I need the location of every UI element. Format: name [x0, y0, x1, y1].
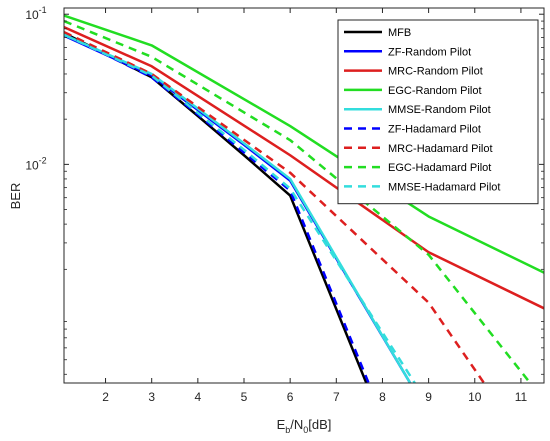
x-tick-label: 5 [241, 390, 248, 404]
x-tick-label: 2 [102, 390, 109, 404]
legend-label-egc-hadamard-pilot: EGC-Hadamard Pilot [388, 162, 491, 174]
legend-label-zf-random-pilot: ZF-Random Pilot [388, 46, 471, 58]
series-line-zf-hadamard-pilot [64, 32, 370, 383]
ticks-layer: 2 3 4 5 6 7 8 9 10 11 10-1 10-2 [25, 5, 544, 404]
y-axis-label: BER [8, 183, 23, 210]
y-tick-label: 10-2 [25, 155, 46, 172]
y-tick-label: 10-1 [25, 5, 46, 22]
x-tick-label: 9 [425, 390, 432, 404]
axes-box [63, 7, 545, 384]
x-tick-label: 8 [379, 390, 386, 404]
series-line-mmse-hadamard-pilot [64, 33, 416, 383]
legend: MFB ZF-Random Pilot MRC-Random Pilot EGC-Ra… [337, 19, 539, 205]
x-tick-label: 7 [333, 390, 340, 404]
series-line-egc-random-pilot [64, 14, 544, 274]
series-line-mfb [64, 31, 368, 383]
x-tick-label: 4 [195, 390, 202, 404]
legend-label-mrc-random-pilot: MRC-Random Pilot [388, 66, 483, 78]
series-line-mmse-random-pilot [64, 33, 412, 383]
series-line-mrc-hadamard-pilot [64, 30, 486, 383]
x-tick-label: 10 [468, 390, 482, 404]
legend-label-mrc-hadamard-pilot: MRC-Hadamard Pilot [388, 143, 493, 155]
x-tick-label: 11 [515, 390, 528, 404]
series-layer [64, 14, 544, 383]
x-axis-label: Eb/N0[dB] [277, 417, 332, 435]
x-tick-label: 3 [148, 390, 155, 404]
series-line-mrc-random-pilot [64, 26, 544, 310]
legend-label-egc-random-pilot: EGC-Random Pilot [388, 85, 482, 97]
legend-label-mmse-random-pilot: MMSE-Random Pilot [388, 104, 491, 116]
legend-label-zf-hadamard-pilot: ZF-Hadamard Pilot [388, 124, 481, 136]
legend-label-mmse-hadamard-pilot: MMSE-Hadamard Pilot [388, 181, 500, 193]
legend-label-mfb: MFB [388, 27, 411, 39]
series-line-egc-hadamard-pilot [64, 19, 532, 383]
x-tick-label: 6 [287, 390, 294, 404]
